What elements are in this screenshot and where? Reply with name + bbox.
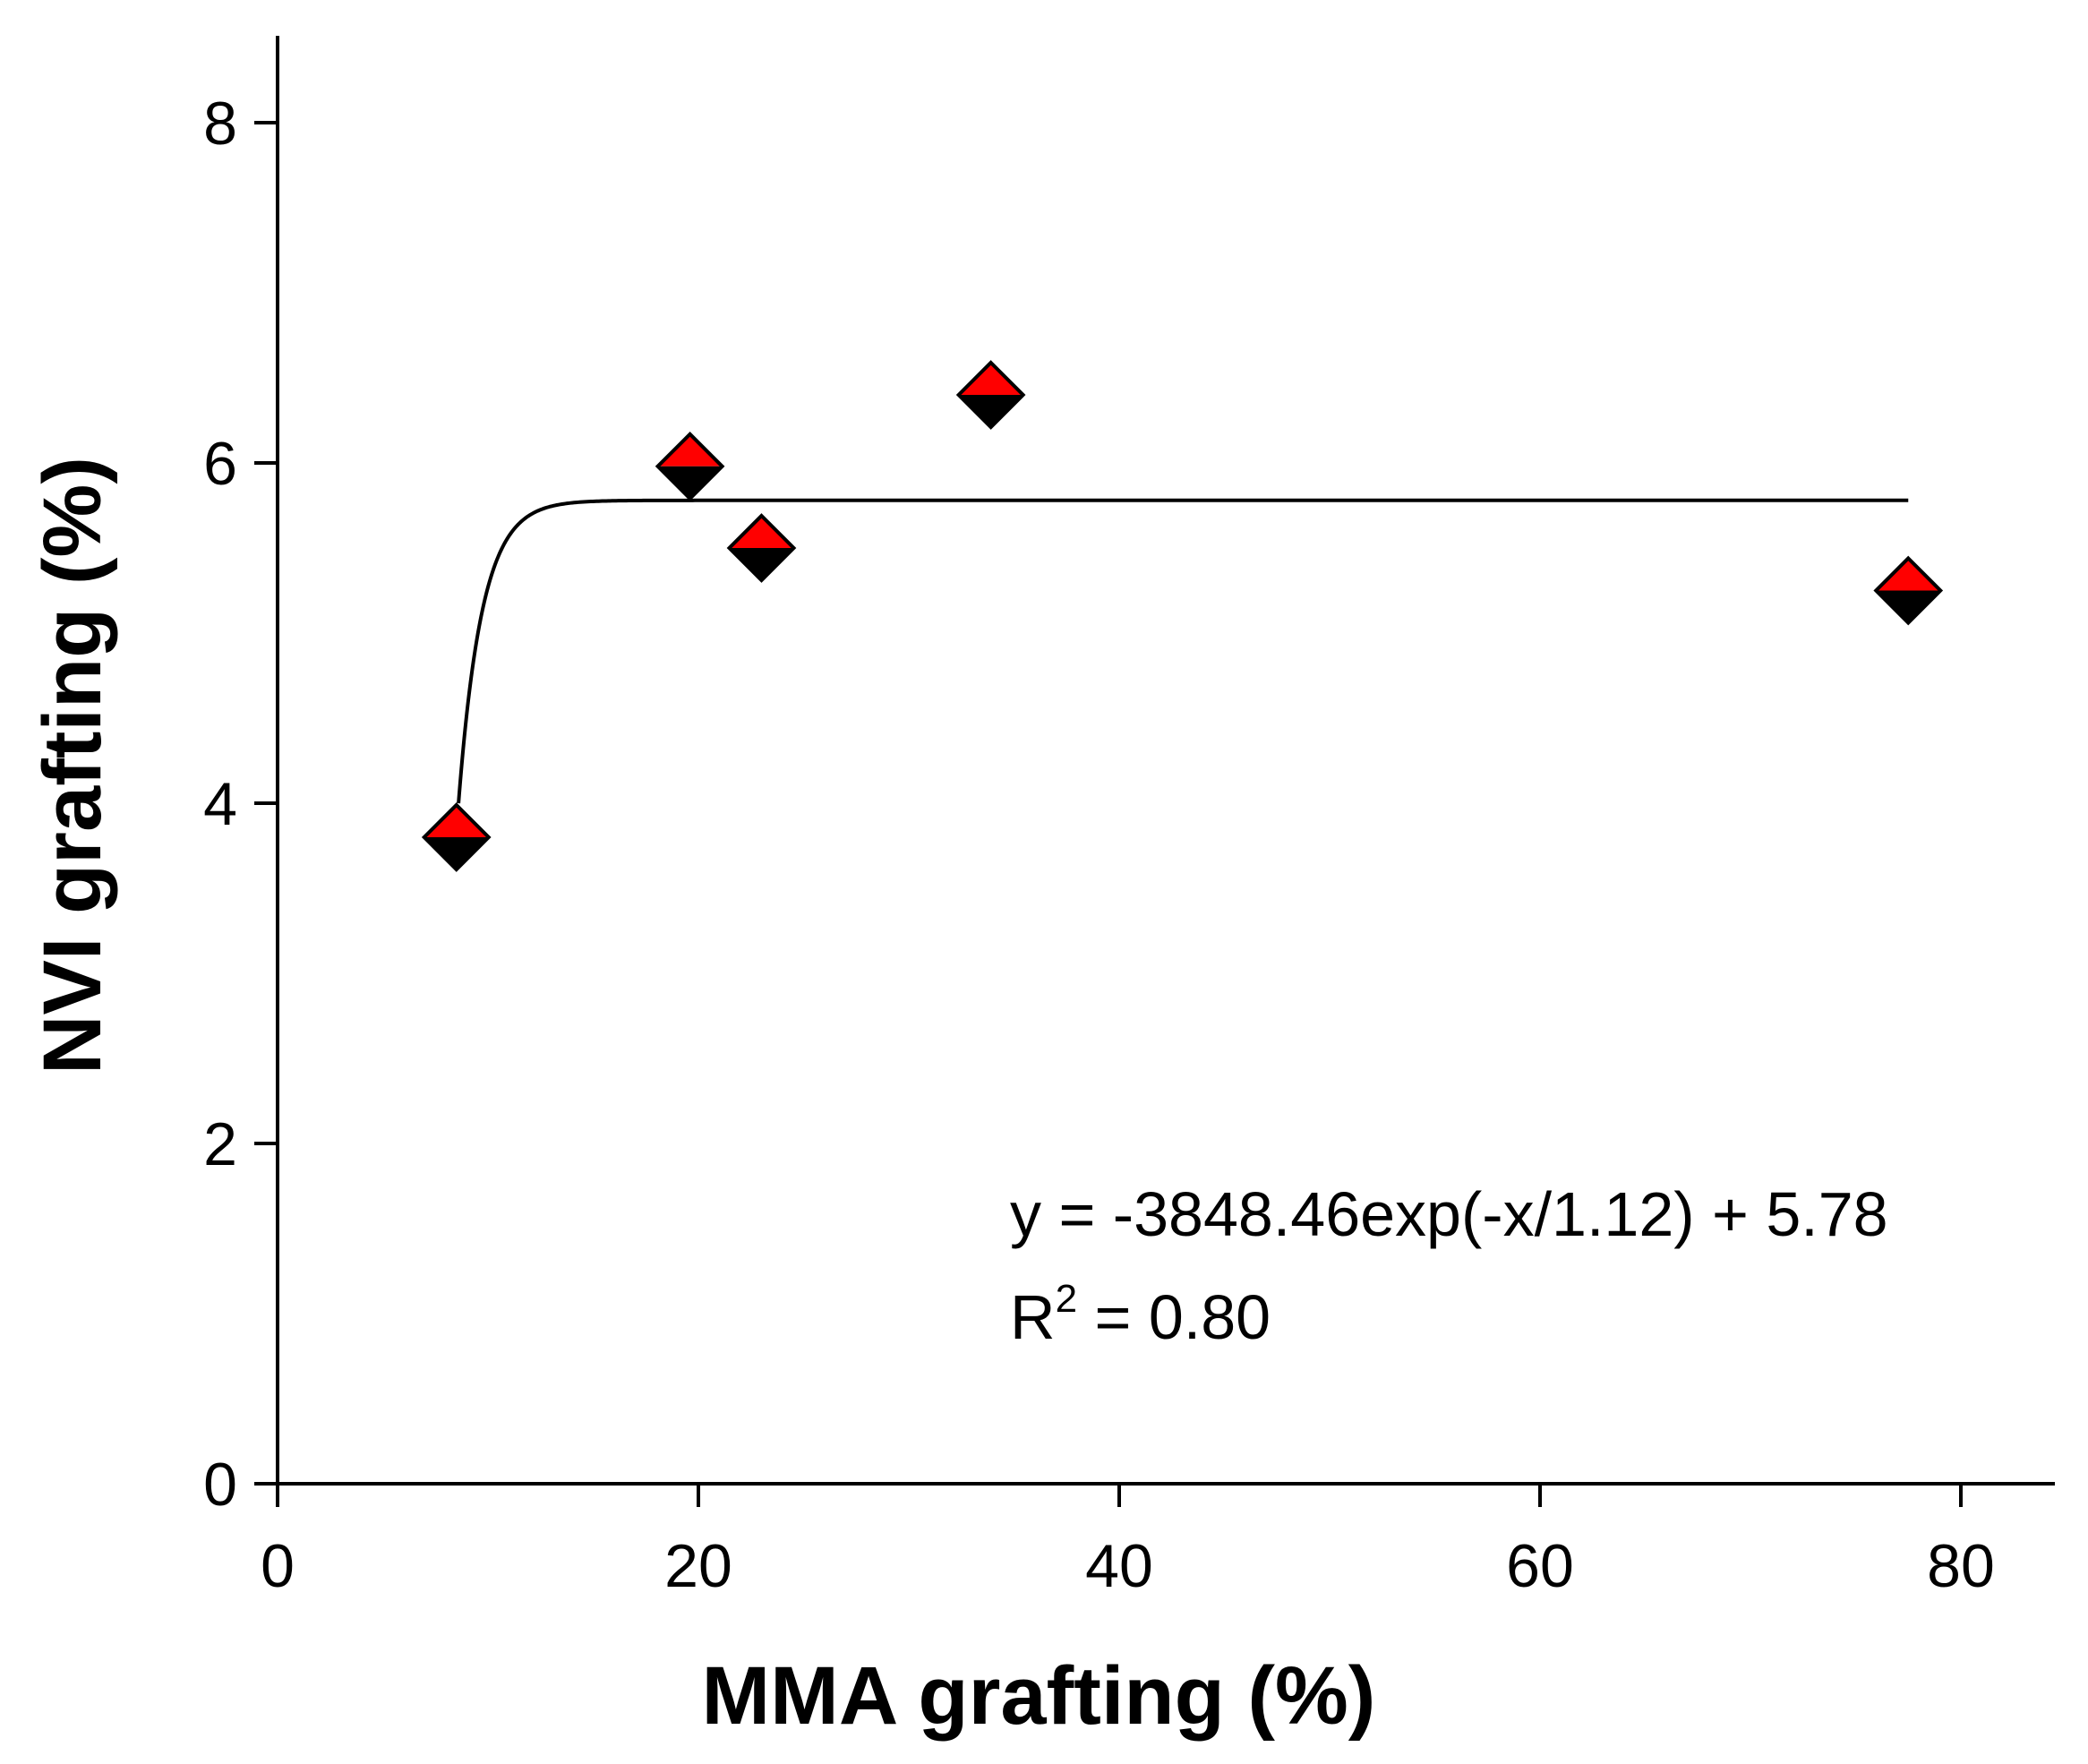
data-point-bottom xyxy=(1876,590,1941,623)
y-tick-label: 4 xyxy=(203,770,237,838)
x-tick-label: 80 xyxy=(1927,1532,1995,1600)
y-tick-label: 2 xyxy=(203,1110,237,1178)
data-point-outline xyxy=(955,360,1026,430)
points-layer xyxy=(421,360,1944,872)
x-tick-label: 0 xyxy=(261,1532,295,1600)
r-squared-superscript: 2 xyxy=(1056,1277,1077,1321)
r-squared-prefix: R xyxy=(1010,1282,1056,1352)
data-point-top xyxy=(958,363,1023,395)
data-point xyxy=(655,431,725,501)
x-tick-label: 40 xyxy=(1085,1532,1153,1600)
data-point-outline xyxy=(655,431,725,501)
data-point xyxy=(726,513,797,583)
fit-curve xyxy=(457,498,1909,804)
data-point-bottom xyxy=(424,837,489,869)
data-point-outline xyxy=(421,802,492,872)
y-tick-label: 6 xyxy=(203,430,237,498)
data-point xyxy=(955,360,1026,430)
data-point-top xyxy=(729,516,794,548)
x-tick-label: 20 xyxy=(664,1532,732,1600)
data-point-top xyxy=(1876,558,1941,591)
data-point xyxy=(1873,555,1944,626)
y-axis-title: NVI grafting (%) xyxy=(27,457,118,1075)
data-point-bottom xyxy=(729,548,794,580)
r-squared-value: = 0.80 xyxy=(1077,1282,1271,1352)
data-point-bottom xyxy=(657,466,723,499)
fit-layer xyxy=(457,498,1909,804)
data-point-top xyxy=(657,433,723,467)
axes: 0 20 40 60 80 0 2 4 6 8 xyxy=(203,36,2055,1600)
x-axis-title: MMA grafting (%) xyxy=(702,1650,1376,1742)
y-tick-label: 0 xyxy=(203,1451,237,1519)
r-squared-label: R2 = 0.80 xyxy=(1010,1277,1271,1352)
x-tick-label: 60 xyxy=(1506,1532,1574,1600)
y-tick-label: 8 xyxy=(203,90,237,158)
data-point-bottom xyxy=(958,395,1023,427)
data-point-outline xyxy=(726,513,797,583)
data-point xyxy=(421,802,492,872)
data-point-top xyxy=(424,805,489,837)
fit-equation-label: y = -3848.46exp(-x/1.12) + 5.78 xyxy=(1010,1179,1888,1249)
data-point-outline xyxy=(1873,555,1944,626)
